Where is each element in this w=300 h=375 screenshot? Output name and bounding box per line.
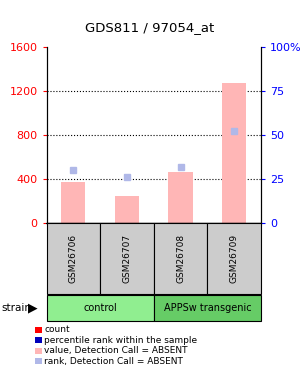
Text: GSM26706: GSM26706 (69, 234, 78, 284)
Text: GSM26709: GSM26709 (230, 234, 239, 284)
Bar (169, 172, 193, 223)
Bar (115, 196, 139, 223)
Text: control: control (83, 303, 117, 313)
Text: GDS811 / 97054_at: GDS811 / 97054_at (85, 21, 214, 34)
Bar (61, 182, 86, 223)
Text: value, Detection Call = ABSENT: value, Detection Call = ABSENT (44, 346, 188, 355)
Text: GSM26708: GSM26708 (176, 234, 185, 284)
Text: ▶: ▶ (28, 302, 38, 314)
Text: count: count (44, 325, 70, 334)
Text: strain: strain (2, 303, 31, 313)
Text: APPSw transgenic: APPSw transgenic (164, 303, 251, 313)
Text: percentile rank within the sample: percentile rank within the sample (44, 336, 197, 345)
Text: GSM26707: GSM26707 (122, 234, 131, 284)
Bar (222, 83, 246, 223)
Text: rank, Detection Call = ABSENT: rank, Detection Call = ABSENT (44, 357, 183, 366)
